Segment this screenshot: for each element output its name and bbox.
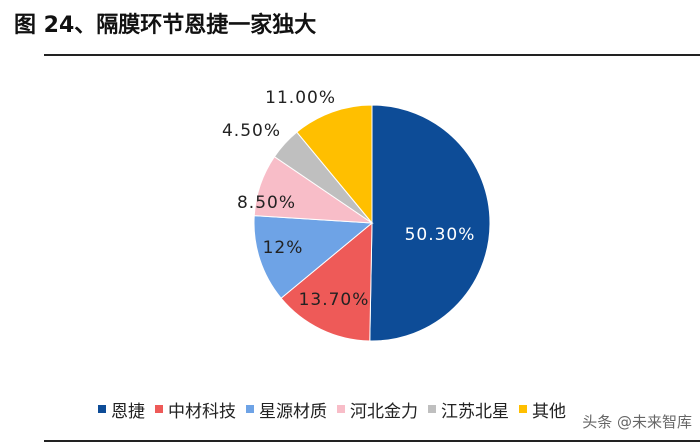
legend-swatch [98,405,106,413]
legend-label: 星源材质 [259,401,327,422]
slice-data-label: 13.70% [299,290,370,310]
bottom-divider [44,440,700,442]
slice-data-label: 50.30% [405,225,476,245]
legend-label: 其他 [532,401,566,422]
legend-swatch [428,405,436,413]
legend-item: 江苏北星 [428,397,509,422]
pie-slice-1 [369,104,491,342]
legend-label: 江苏北星 [441,401,509,422]
pie-slice-6 [296,104,373,225]
legend-item: 其他 [519,397,566,422]
chart-title: 图 24、隔膜环节恩捷一家独大 [14,13,317,38]
legend-label: 河北金力 [350,401,418,422]
legend-swatch [519,405,527,413]
pie-chart: 50.30% 13.70% 12% 8.50% 4.50% 11.00% [222,88,491,342]
legend: 恩捷 中材科技 星源材质 河北金力 江苏北星 其他 [98,396,566,422]
legend-swatch [337,405,345,413]
slice-data-label: 4.50% [222,121,281,141]
slice-data-label: 8.50% [237,193,296,213]
watermark: 头条 @未来智库 [582,413,692,431]
legend-item: 河北金力 [337,397,418,422]
legend-item: 恩捷 [98,397,145,422]
legend-label: 中材科技 [168,401,236,422]
legend-swatch [246,405,254,413]
slice-data-label: 11.00% [265,88,336,108]
slice-data-label: 12% [263,238,304,258]
legend-item: 中材科技 [155,397,236,422]
top-divider [44,54,700,56]
pie-slice-2 [280,221,373,342]
legend-label: 恩捷 [111,401,145,422]
legend-swatch [155,405,163,413]
pie-slice-3 [253,215,374,299]
legend-item: 星源材质 [246,397,327,422]
